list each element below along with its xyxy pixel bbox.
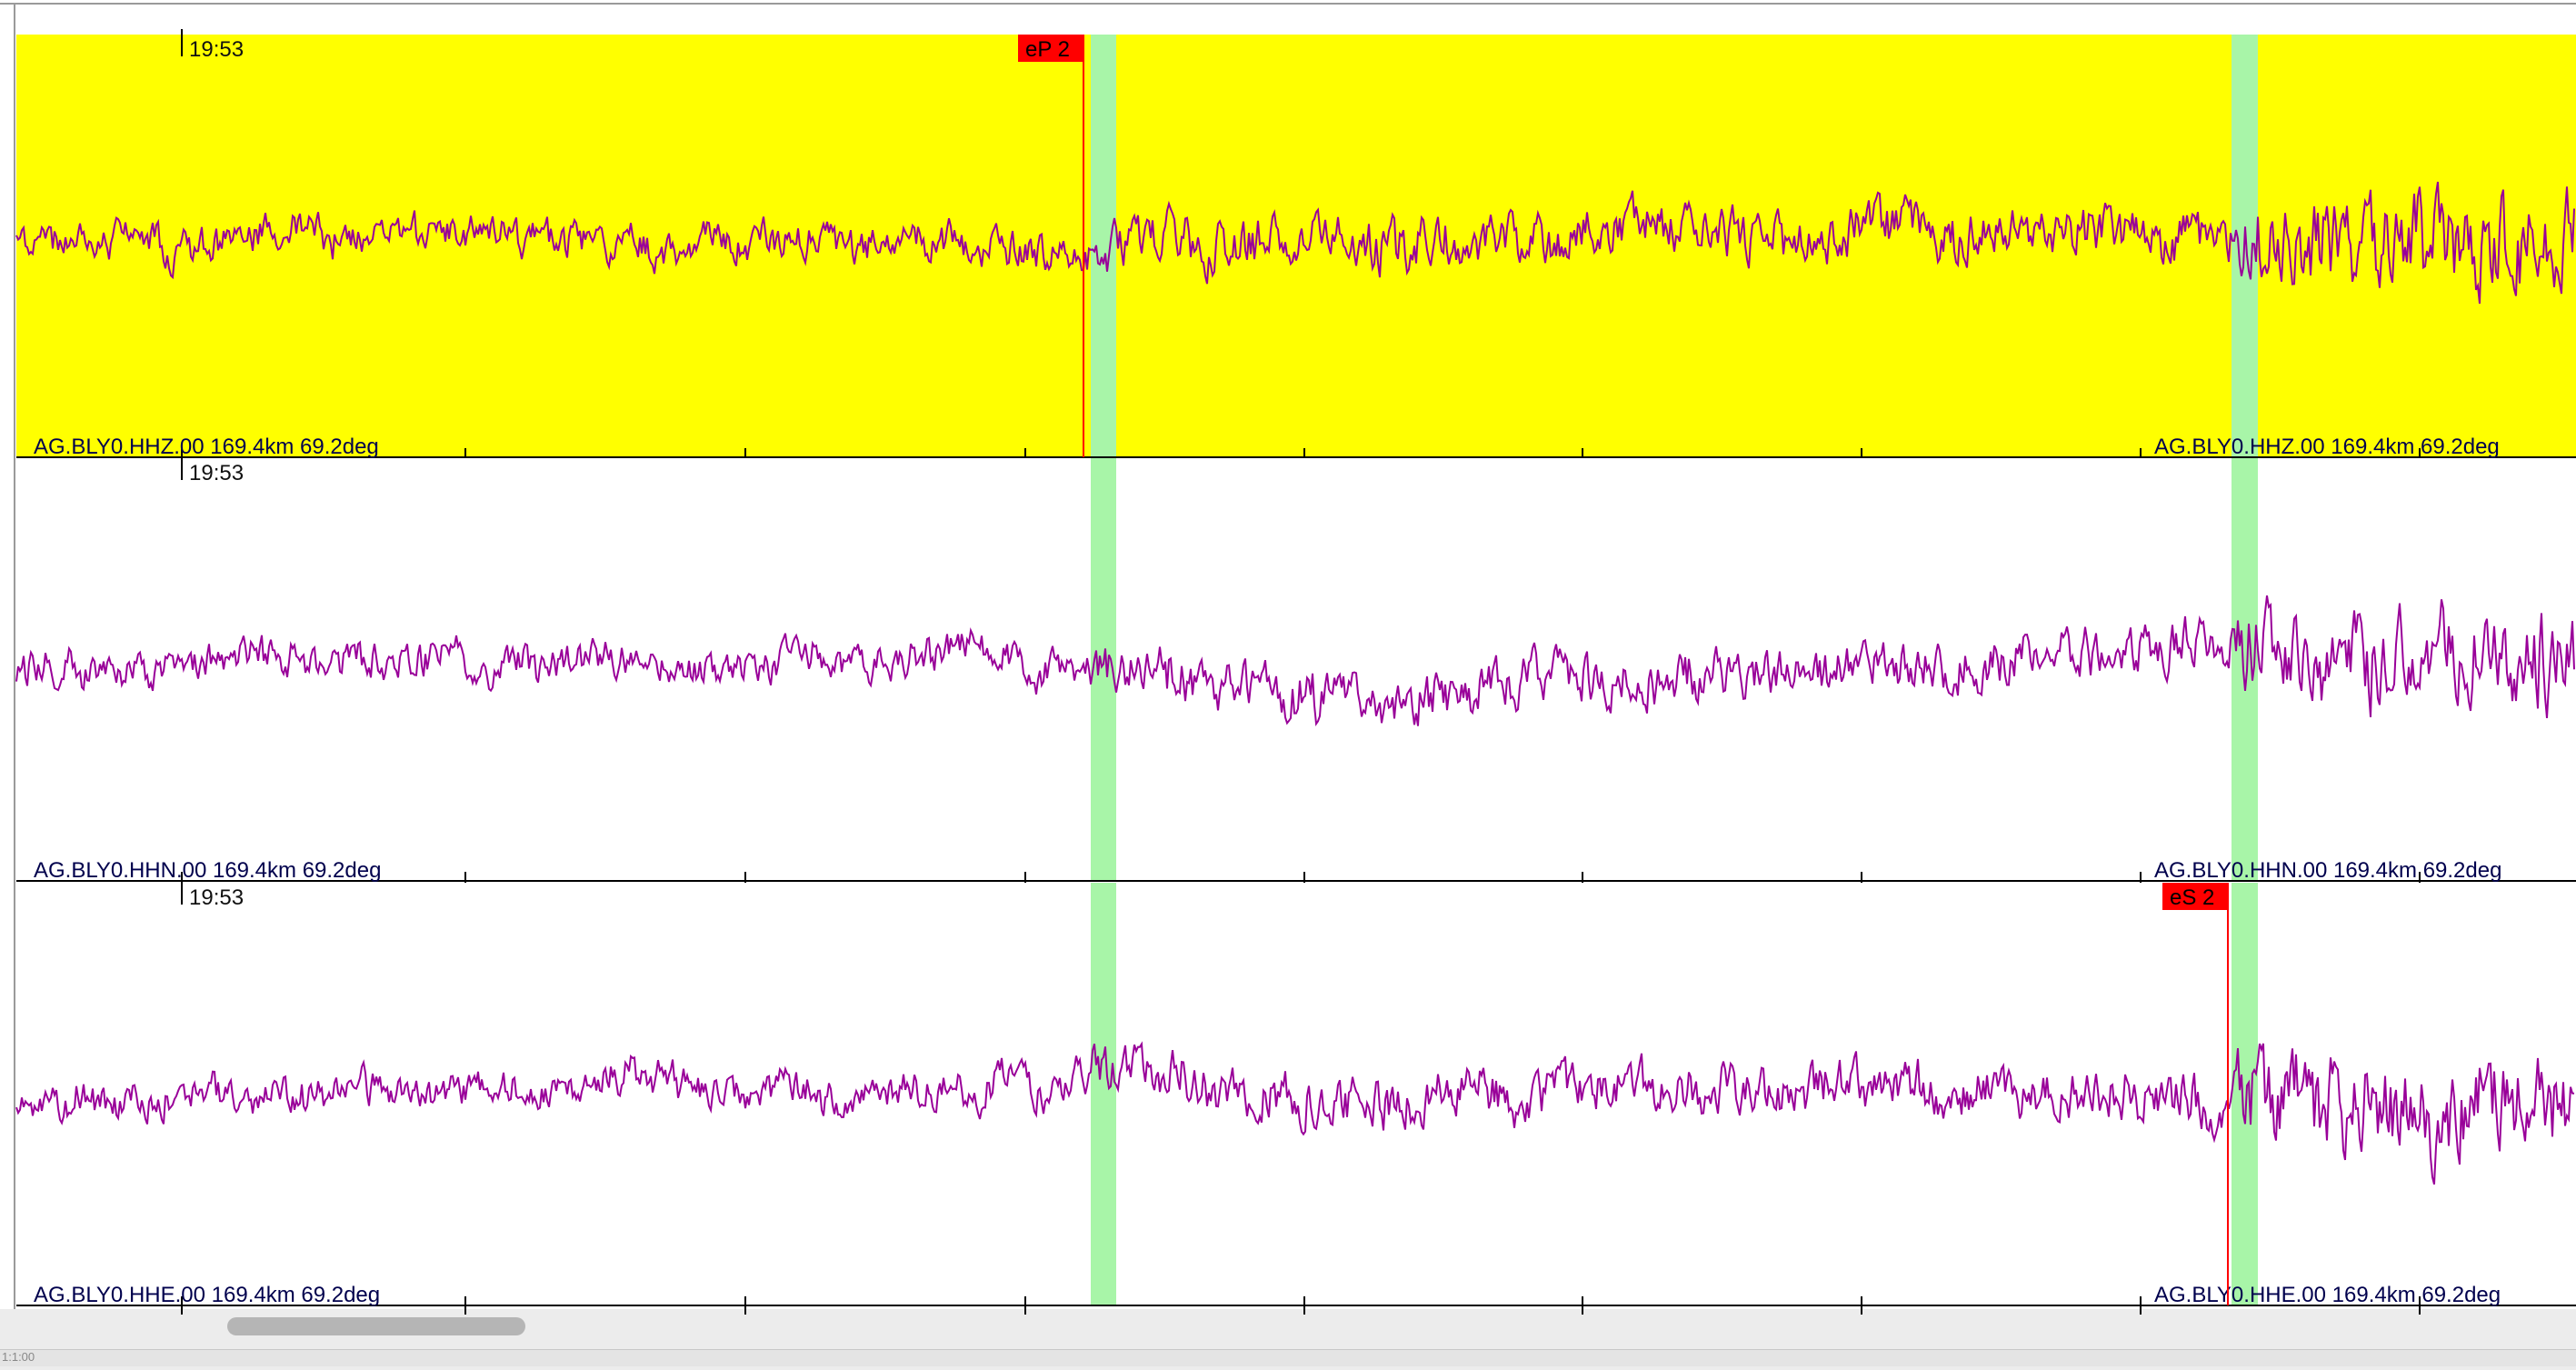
status-text: 1:1:00 [2,1350,35,1364]
time-label: 19:53 [189,885,244,910]
phase-pick[interactable]: eS 2 [2162,883,2229,1305]
pick-flag[interactable] [2162,883,2228,910]
pick-flag[interactable] [1018,35,1083,62]
trace-panel[interactable]: 19:53 AG.BLY0.HHZ.00 169.4km 69.2deg AG.BL… [15,29,2576,466]
phase-pick[interactable]: eP 2 [1018,35,1084,457]
channel-label-right: AG.BLY0.HHN.00 169.4km 69.2deg [2154,858,2501,883]
waveform-trace [15,595,2575,727]
status-bar: 1:1:00 [0,1349,2576,1366]
highlight-band [1091,883,1116,1305]
highlight-band [1091,35,1116,457]
pick-label: eP 2 [1025,37,1070,62]
time-label: 19:53 [189,461,244,485]
time-label: 19:53 [189,37,244,62]
highlight-band [2232,883,2258,1305]
trace-background [16,35,2576,457]
channel-label-right: AG.BLY0.HHE.00 169.4km 69.2deg [2154,1283,2501,1307]
pick-label: eS 2 [2170,885,2214,910]
channel-label-left: AG.BLY0.HHN.00 169.4km 69.2deg [34,858,381,883]
waveform-trace [15,1041,2575,1185]
trace-panel[interactable]: 19:53 AG.BLY0.HHE.00 169.4km 69.2deg AG.BL… [15,877,2576,1315]
trace-background [16,458,2576,881]
trace-background [16,883,2576,1305]
trace-panel[interactable]: 19:53 AG.BLY0.HHN.00 169.4km 69.2deg AG.BL… [15,453,2576,890]
waveform-trace [15,181,2575,305]
horizontal-scrollbar-thumb[interactable] [227,1317,525,1335]
channel-label-left: AG.BLY0.HHE.00 169.4km 69.2deg [34,1283,380,1307]
channel-label-left: AG.BLY0.HHZ.00 169.4km 69.2deg [34,435,379,459]
channel-label-right: AG.BLY0.HHZ.00 169.4km 69.2deg [2154,435,2500,459]
